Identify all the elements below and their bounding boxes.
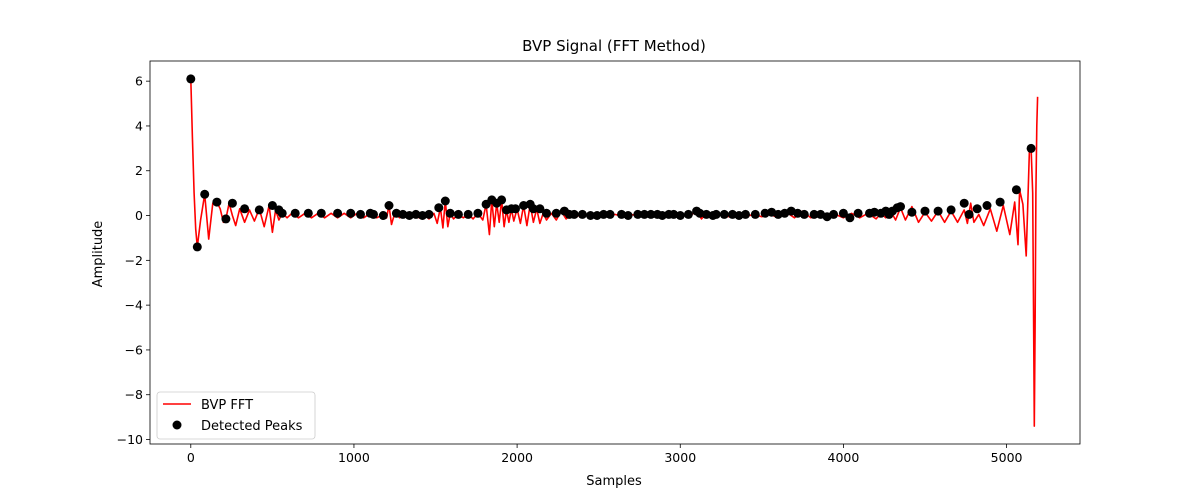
- peak-point: [750, 209, 760, 219]
- peak-point: [551, 208, 561, 218]
- plot-area: 0 1000 2000 3000 4000 5000 −10 −8 −6 −4 −2 0 2 4 6: [117, 60, 1081, 465]
- peak-point: [946, 205, 956, 215]
- peak-point: [741, 209, 750, 219]
- peak-point: [605, 209, 615, 219]
- peak-point: [829, 209, 839, 219]
- peak-point: [933, 206, 943, 216]
- y-tick-label: −10: [117, 432, 143, 447]
- y-axis-ticks: −10 −8 −6 −4 −2 0 2 4 6: [117, 74, 150, 447]
- peak-point: [838, 208, 848, 218]
- peak-point: [569, 209, 579, 219]
- peak-point: [896, 202, 905, 212]
- peak-point: [972, 204, 982, 214]
- peak-point: [316, 208, 326, 218]
- legend-label-detected-peaks: Detected Peaks: [201, 419, 303, 434]
- x-axis-label: Samples: [586, 474, 642, 489]
- peak-point: [356, 209, 365, 219]
- peak-point: [577, 209, 587, 219]
- peak-point: [463, 209, 473, 219]
- peak-point: [711, 209, 721, 219]
- x-tick-label: 0: [187, 450, 195, 465]
- peak-point: [1026, 143, 1036, 153]
- peak-point: [384, 201, 394, 210]
- peak-point: [346, 208, 356, 218]
- peak-point: [623, 211, 633, 220]
- peak-point: [378, 211, 388, 220]
- peak-point: [633, 209, 643, 219]
- peak-point: [646, 209, 656, 219]
- legend-box: [156, 391, 316, 440]
- legend-label-bvp-fft: BVP FFT: [201, 398, 253, 413]
- peak-point: [586, 211, 595, 220]
- peak-point: [920, 206, 930, 216]
- legend: BVP FFT Detected Peaks: [156, 391, 316, 440]
- peak-point: [212, 197, 222, 207]
- peak-point: [473, 208, 483, 218]
- peak-point: [186, 74, 196, 84]
- peak-point: [453, 209, 463, 219]
- peak-point: [809, 209, 819, 219]
- x-tick-label: 1000: [338, 450, 370, 465]
- peak-point: [982, 201, 992, 210]
- x-tick-label: 2000: [501, 450, 533, 465]
- peak-point: [192, 242, 202, 252]
- y-tick-label: −4: [125, 298, 143, 313]
- peak-point: [853, 208, 863, 218]
- peak-point: [639, 209, 649, 219]
- peak-point: [528, 204, 538, 214]
- peak-point: [959, 198, 969, 208]
- peak-point: [240, 204, 250, 214]
- peak-point: [290, 208, 300, 218]
- peak-point: [227, 198, 237, 208]
- x-tick-label: 3000: [664, 450, 696, 465]
- peak-point: [277, 208, 287, 218]
- peak-point: [497, 195, 507, 205]
- peak-point: [535, 204, 545, 214]
- y-tick-label: 6: [135, 74, 143, 89]
- peak-point: [424, 209, 434, 219]
- peak-point: [445, 208, 455, 218]
- y-axis-label: Amplitude: [91, 221, 106, 288]
- axes-frame: [149, 60, 1081, 445]
- legend-marker-swatch: [172, 420, 182, 430]
- peak-point: [799, 209, 809, 219]
- y-tick-label: 2: [135, 163, 143, 178]
- series-line-bvp-fft: [190, 78, 1039, 427]
- x-tick-label: 4000: [828, 450, 860, 465]
- y-tick-label: 4: [135, 118, 143, 133]
- peak-point: [303, 208, 313, 218]
- peak-point: [995, 197, 1005, 207]
- peak-point: [542, 208, 551, 218]
- peak-point: [845, 213, 855, 223]
- peak-point: [511, 204, 520, 214]
- peak-point: [440, 196, 450, 206]
- y-tick-label: 0: [135, 208, 143, 223]
- y-tick-label: −2: [125, 253, 143, 268]
- peak-point: [200, 189, 210, 199]
- x-tick-label: 5000: [991, 450, 1023, 465]
- x-axis-ticks: 0 1000 2000 3000 4000 5000: [187, 444, 1023, 465]
- peak-point: [369, 209, 378, 219]
- peak-point: [254, 205, 264, 215]
- series-scatter-detected-peaks: [186, 74, 1036, 252]
- peak-point: [719, 209, 729, 219]
- peak-point: [683, 209, 693, 219]
- peak-point: [221, 214, 231, 224]
- peak-point: [907, 207, 917, 217]
- chart-title: BVP Signal (FFT Method): [522, 37, 706, 55]
- peak-point: [675, 211, 685, 220]
- peak-point: [267, 201, 277, 210]
- y-tick-label: −6: [125, 342, 143, 357]
- peak-point: [964, 209, 974, 219]
- peak-point: [333, 208, 343, 218]
- peak-point: [599, 209, 609, 219]
- y-tick-label: −8: [125, 387, 143, 402]
- series-layer: [186, 74, 1039, 427]
- peak-point: [434, 203, 444, 213]
- peak-point: [1011, 185, 1021, 195]
